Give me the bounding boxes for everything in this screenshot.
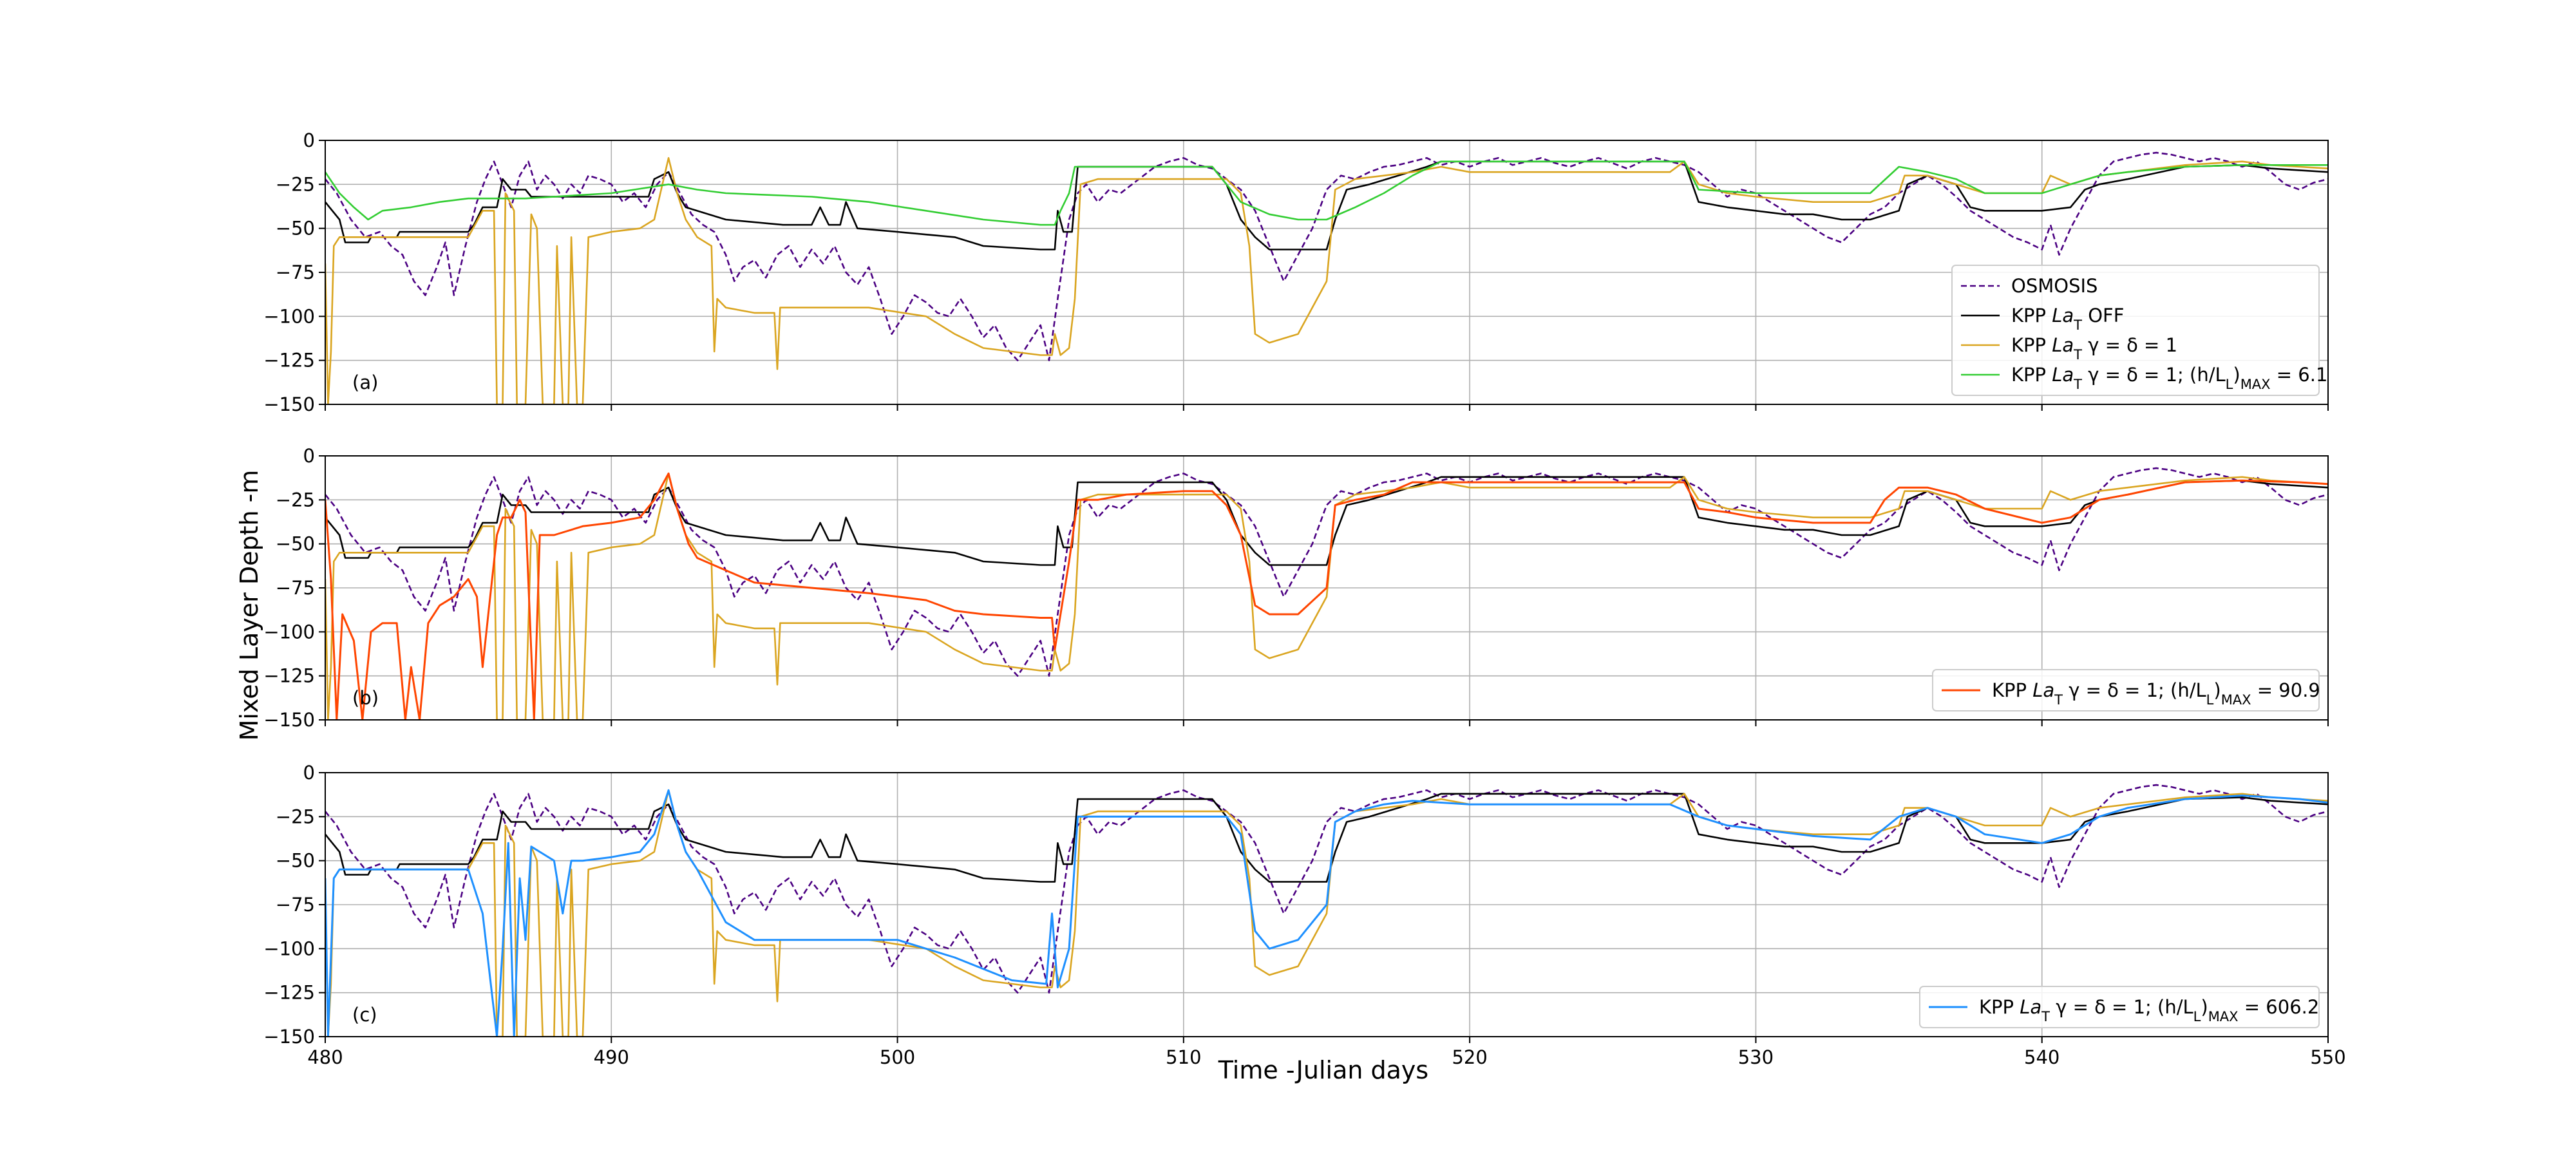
series-kpp-6-1-line	[325, 160, 2328, 226]
panels: 0 −25 −50 −75 −100 −125 −150 (a) OSMOSIS KPP LaT …	[263, 129, 2345, 1068]
panel-1: 0 −25 −50 −75 −100 −125 −150 (a) OSMOSIS KPP LaT …	[263, 129, 2329, 415]
y-tick-label: −50	[276, 218, 315, 240]
series-group	[325, 467, 2328, 720]
x-tick-label: 550	[2310, 1046, 2345, 1068]
series-osmosis-line	[325, 784, 2328, 994]
series-kpp-off-line	[325, 160, 2328, 250]
legend-entry-kpp-off: KPP LaT OFF	[2011, 305, 2124, 333]
x-tick-label: 510	[1166, 1046, 1201, 1068]
y-tick-label: 0	[303, 762, 315, 784]
y-tick-label: −50	[276, 850, 315, 872]
series-group	[325, 784, 2328, 1037]
y-tick-label: −150	[263, 709, 315, 731]
legend-entry-kpp-6-1: KPP LaT γ = δ = 1; (h/LL)MAX = 6.1	[2011, 364, 2327, 392]
series-kpp-off-line	[325, 793, 2328, 883]
y-tick-label: −75	[276, 261, 315, 283]
y-tick-label: −125	[263, 982, 315, 1004]
panel-label: (b)	[352, 687, 379, 709]
series-osmosis-line	[325, 151, 2328, 361]
legend-entry-kpp-90-9: KPP LaT γ = δ = 1; (h/LL)MAX = 90.9	[1992, 679, 2320, 708]
series-osmosis-line	[325, 467, 2328, 677]
y-tick-label: −75	[276, 894, 315, 916]
y-tick-label: −150	[263, 393, 315, 415]
y-tick-label: −100	[263, 621, 315, 643]
x-tick-label: 540	[2024, 1046, 2060, 1068]
legend-box	[1932, 669, 2320, 711]
panel-label: (c)	[352, 1004, 377, 1026]
x-tick-label: 480	[307, 1046, 343, 1068]
series-kpp-606-2-line	[325, 789, 2328, 1037]
panel-2: 0 −25 −50 −75 −100 −125 −150 (b) KPP LaT γ = δ =…	[263, 445, 2329, 731]
series-kpp-gd1-line	[325, 789, 2328, 1037]
series-group	[325, 151, 2328, 404]
x-tick-label: 530	[1738, 1046, 1774, 1068]
x-tick-label: 520	[1452, 1046, 1487, 1068]
y-tick-label: −100	[263, 305, 315, 327]
x-tick-label: 490	[594, 1046, 629, 1068]
x-tick-label: 500	[880, 1046, 915, 1068]
series-kpp-gd1-line	[325, 157, 2328, 404]
series-kpp-gd1-line	[325, 473, 2328, 720]
legend-box	[1951, 265, 2320, 396]
series-kpp-90-9-line	[325, 472, 2328, 720]
y-tick-label: −25	[276, 173, 315, 195]
legend-entry-kpp-gd1: KPP LaT γ = δ = 1	[2011, 334, 2177, 363]
y-tick-label: −100	[263, 938, 315, 959]
y-axis-label: Mixed Layer Depth -m	[235, 470, 263, 741]
legend-box	[1919, 986, 2320, 1028]
y-tick-label: 0	[303, 129, 315, 151]
legend-entry-kpp-606-2: KPP LaT γ = δ = 1; (h/LL)MAX = 606.2	[1979, 996, 2319, 1024]
panel-label: (a)	[352, 372, 378, 393]
y-tick-label: −125	[263, 665, 315, 687]
y-tick-label: −150	[263, 1026, 315, 1048]
legend: KPP LaT γ = δ = 1; (h/LL)MAX = 90.9	[1932, 669, 2320, 711]
y-tick-label: −125	[263, 350, 315, 372]
y-tick-label: −50	[276, 533, 315, 555]
x-axis-label: Time -Julian days	[1218, 1056, 1428, 1084]
legend: KPP LaT γ = δ = 1; (h/LL)MAX = 606.2	[1919, 986, 2320, 1028]
y-tick-label: 0	[303, 445, 315, 467]
y-tick-label: −25	[276, 489, 315, 511]
y-tick-label: −75	[276, 577, 315, 599]
legend-entry-osmosis: OSMOSIS	[2011, 275, 2098, 297]
y-tick-label: −25	[276, 806, 315, 827]
